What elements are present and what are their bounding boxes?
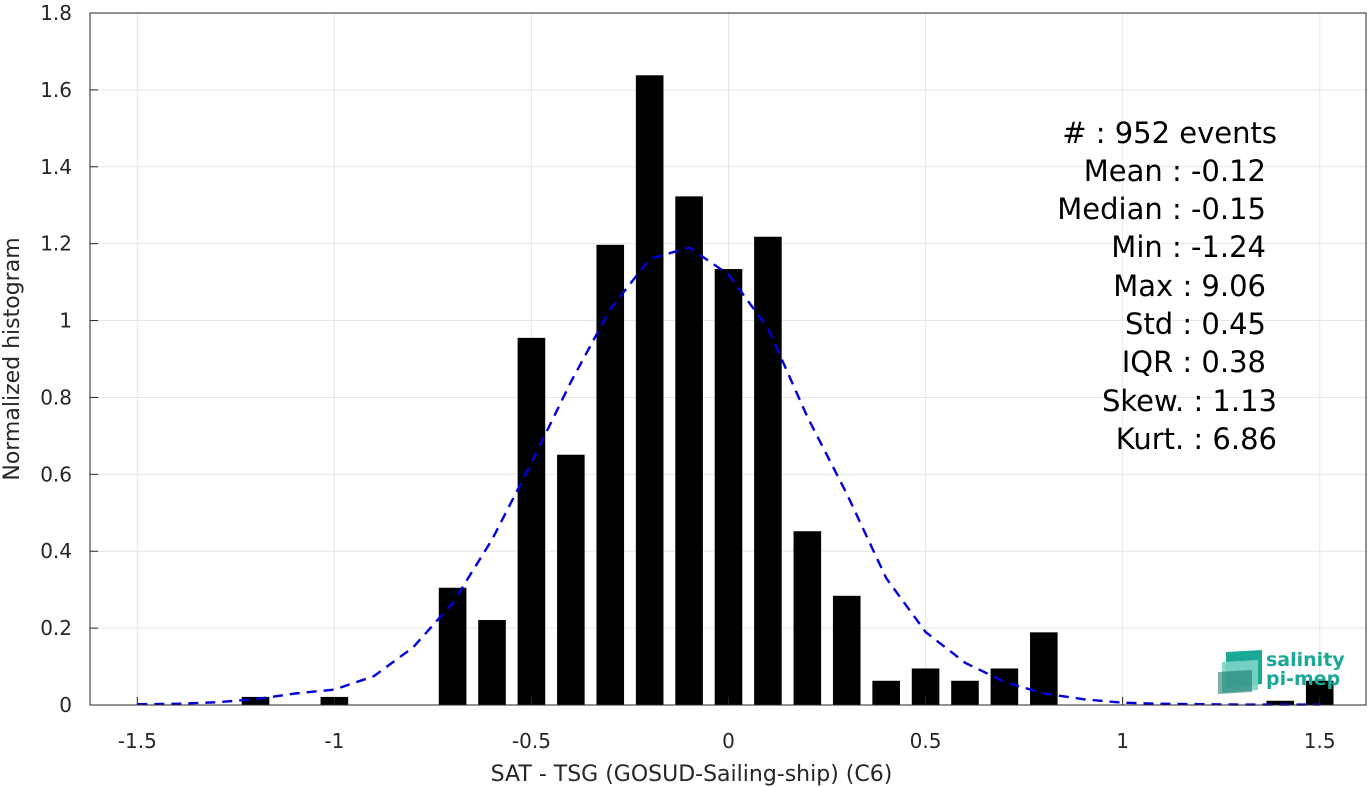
y-tick-label: 0.2 <box>40 616 72 640</box>
y-axis-label: Normalized histogram <box>0 237 25 480</box>
histogram-bar <box>596 244 625 705</box>
stat-std: Std : 0.45 <box>1125 307 1266 341</box>
statistics-box: # : 952 events Mean : -0.12 Median : -0.… <box>1057 116 1277 456</box>
y-tick-label: 0.8 <box>40 385 72 409</box>
y-tick-label: 1.4 <box>40 155 72 179</box>
histogram-bar <box>951 680 979 705</box>
histogram-bar <box>517 337 546 705</box>
stat-max: Max : 9.06 <box>1113 269 1266 303</box>
x-tick-label: 1 <box>1116 729 1129 753</box>
logo-waves-icon <box>1218 650 1262 694</box>
x-tick-label: 0.5 <box>910 729 942 753</box>
stat-iqr: IQR : 0.38 <box>1122 345 1266 379</box>
stat-mean: Mean : -0.12 <box>1084 154 1266 188</box>
logo-text-pimep: pi-mep <box>1266 668 1340 690</box>
histogram-bar <box>754 236 782 705</box>
stat-skew: Skew. : 1.13 <box>1102 384 1277 418</box>
y-tick-label: 1.2 <box>40 232 72 256</box>
stat-kurt: Kurt. : 6.86 <box>1116 422 1277 456</box>
stat-median: Median : -0.15 <box>1057 192 1266 226</box>
y-tick-label: 1.6 <box>40 78 72 102</box>
histogram-bar <box>241 696 270 705</box>
y-tick-label: 0.6 <box>40 462 72 486</box>
stat-min: Min : -1.24 <box>1111 230 1266 264</box>
histogram-bar <box>438 587 467 705</box>
histogram-bar <box>990 668 1019 705</box>
histogram-bar <box>832 595 861 705</box>
x-tick-label: 1.5 <box>1304 729 1336 753</box>
histogram-bar <box>1266 700 1295 705</box>
stat-count: # : 952 events <box>1062 116 1277 150</box>
histogram-bars <box>241 75 1334 705</box>
logo-text-salinity: salinity <box>1266 649 1345 671</box>
gaussian-fit-line <box>137 246 1320 706</box>
histogram-bar <box>557 454 585 705</box>
x-axis-label: SAT - TSG (GOSUD-Sailing-ship) (C6) <box>491 762 893 787</box>
histogram-bar <box>872 680 900 705</box>
histogram-bar <box>675 196 703 705</box>
y-tick-label: 0.4 <box>40 539 72 563</box>
salinity-pimep-logo: salinity pi-mep <box>1218 649 1345 694</box>
x-tick-label: -1.5 <box>118 729 157 753</box>
x-tick-label: -1 <box>324 729 344 753</box>
x-tick-label: 0 <box>722 729 735 753</box>
histogram-bar <box>478 620 506 705</box>
y-tick-label: 0 <box>59 693 72 717</box>
histogram-bar <box>793 531 822 705</box>
x-tick-label: -0.5 <box>512 729 551 753</box>
axis-ticks: -1.5 -1 -0.5 0 0.5 1 1.5 0 0.2 0.4 0.6 0.8 1 1.2 1.4 1.… <box>40 1 1335 753</box>
histogram-bar <box>635 75 664 705</box>
y-tick-label: 1.8 <box>40 1 72 25</box>
y-tick-label: 1 <box>59 309 72 333</box>
histogram-bar <box>714 269 743 705</box>
